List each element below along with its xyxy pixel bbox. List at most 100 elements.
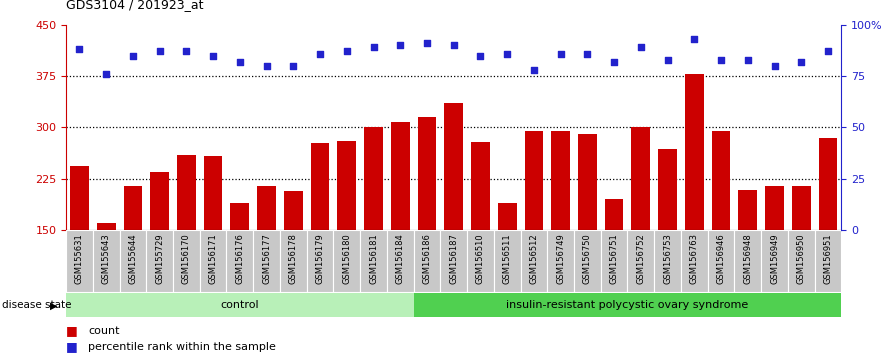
FancyBboxPatch shape [253,230,280,292]
Text: GSM156181: GSM156181 [369,233,378,284]
FancyBboxPatch shape [387,230,413,292]
FancyBboxPatch shape [761,230,788,292]
Point [633,45,648,50]
Bar [177,155,196,333]
FancyBboxPatch shape [173,230,200,292]
Point [340,48,354,54]
Text: GSM156512: GSM156512 [529,233,538,284]
FancyBboxPatch shape [440,230,467,292]
Bar [418,117,436,333]
FancyBboxPatch shape [494,230,521,292]
Bar [97,223,115,333]
FancyBboxPatch shape [307,230,333,292]
Bar [632,127,650,333]
Text: GSM155631: GSM155631 [75,233,84,284]
Text: GSM155729: GSM155729 [155,233,164,284]
Bar [552,131,570,333]
Text: GDS3104 / 201923_at: GDS3104 / 201923_at [66,0,204,11]
FancyBboxPatch shape [413,230,440,292]
Text: ■: ■ [66,325,78,337]
Text: ▶: ▶ [49,300,57,310]
Point [447,42,461,48]
Text: GSM156177: GSM156177 [262,233,271,284]
Text: GSM156176: GSM156176 [235,233,244,284]
Point [206,53,220,58]
Bar [123,185,142,333]
Point [260,63,274,69]
Point [420,40,434,46]
Point [152,48,167,54]
Point [100,71,114,77]
Point [821,48,835,54]
Point [767,63,781,69]
Text: GSM156184: GSM156184 [396,233,404,284]
Text: GSM156750: GSM156750 [583,233,592,284]
Bar [70,166,89,333]
Text: GSM156510: GSM156510 [476,233,485,284]
Text: GSM156950: GSM156950 [796,233,806,284]
Text: GSM156753: GSM156753 [663,233,672,284]
Bar [818,138,837,333]
FancyBboxPatch shape [333,230,360,292]
Point [794,59,808,64]
FancyBboxPatch shape [66,293,413,317]
FancyBboxPatch shape [226,230,253,292]
FancyBboxPatch shape [467,230,494,292]
Text: GSM156946: GSM156946 [716,233,726,284]
Bar [284,191,303,333]
Point [393,42,407,48]
Bar [337,141,356,333]
Text: GSM156179: GSM156179 [315,233,324,284]
Text: GSM156187: GSM156187 [449,233,458,284]
Bar [391,122,410,333]
Point [286,63,300,69]
Point [500,51,515,56]
FancyBboxPatch shape [200,230,226,292]
Point [553,51,567,56]
Text: count: count [88,326,120,336]
Point [527,67,541,73]
Point [473,53,487,58]
Text: GSM156170: GSM156170 [181,233,191,284]
FancyBboxPatch shape [521,230,547,292]
FancyBboxPatch shape [707,230,735,292]
Point [581,51,595,56]
Point [741,57,755,63]
FancyBboxPatch shape [360,230,387,292]
FancyBboxPatch shape [280,230,307,292]
Point [313,51,327,56]
Text: GSM156749: GSM156749 [556,233,565,284]
Text: GSM155643: GSM155643 [101,233,111,284]
Text: GSM156949: GSM156949 [770,233,779,284]
FancyBboxPatch shape [735,230,761,292]
Bar [311,143,329,333]
Text: GSM155644: GSM155644 [129,233,137,284]
Bar [766,185,784,333]
FancyBboxPatch shape [66,230,93,292]
FancyBboxPatch shape [146,230,173,292]
Point [607,59,621,64]
Bar [604,199,624,333]
Text: GSM156178: GSM156178 [289,233,298,284]
Bar [738,190,757,333]
FancyBboxPatch shape [788,230,815,292]
Text: insulin-resistant polycystic ovary syndrome: insulin-resistant polycystic ovary syndr… [507,300,749,310]
Bar [792,185,811,333]
Bar [658,149,677,333]
FancyBboxPatch shape [601,230,627,292]
FancyBboxPatch shape [413,293,841,317]
Text: ■: ■ [66,341,78,353]
Bar [471,143,490,333]
Bar [578,134,596,333]
Text: GSM156511: GSM156511 [503,233,512,284]
Text: GSM156186: GSM156186 [423,233,432,284]
Bar [257,185,276,333]
Point [714,57,728,63]
FancyBboxPatch shape [93,230,120,292]
Text: GSM156763: GSM156763 [690,233,699,284]
Text: GSM156751: GSM156751 [610,233,618,284]
FancyBboxPatch shape [815,230,841,292]
Bar [364,127,383,333]
Bar [151,172,169,333]
Bar [712,131,730,333]
